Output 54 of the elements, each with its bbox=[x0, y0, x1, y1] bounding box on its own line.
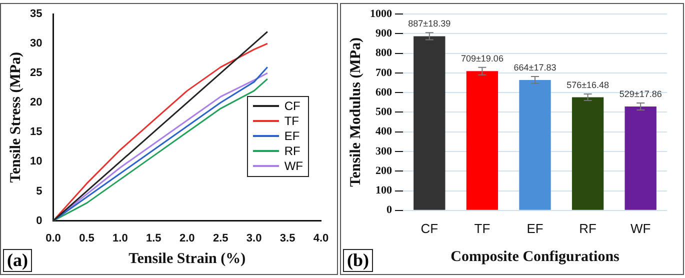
x-tick-label: TF bbox=[474, 220, 490, 236]
x-tick-label: 0.5 bbox=[79, 232, 94, 244]
y-tick-label: 600 bbox=[376, 86, 392, 98]
text: (b) bbox=[343, 249, 373, 272]
x-tick-label: 3.5 bbox=[280, 232, 296, 244]
data-label: 709±19.06 bbox=[460, 53, 504, 64]
bar bbox=[414, 36, 446, 210]
y-tick-label: 300 bbox=[376, 145, 392, 158]
data-label: 529±17.86 bbox=[619, 88, 662, 99]
x-tick-label: 3.0 bbox=[246, 232, 262, 244]
y-tick-label: 700 bbox=[376, 66, 392, 79]
data-label: 887±18.39 bbox=[408, 18, 451, 29]
x-tick-label: 1.0 bbox=[112, 232, 128, 244]
x-tick-label: 4.0 bbox=[313, 232, 329, 244]
legend-label: RF bbox=[284, 144, 300, 159]
y-axis-title: Tensile Modulus (MPa) bbox=[348, 37, 364, 187]
x-axis-title: Composite Configurations bbox=[450, 248, 620, 265]
data-label: 664±17.83 bbox=[514, 62, 556, 72]
bar bbox=[624, 106, 656, 210]
x-tick-label: 2.0 bbox=[179, 232, 195, 244]
y-tick-label: 15 bbox=[30, 126, 42, 138]
y-tick-label: 400 bbox=[376, 126, 392, 138]
y-tick-label: 30 bbox=[30, 38, 42, 50]
y-tick-label: 200 bbox=[376, 164, 392, 177]
text: (a) bbox=[3, 249, 32, 272]
y-axis-title: Tensile Stress (MPa) bbox=[8, 52, 24, 183]
legend-label: EF bbox=[284, 128, 300, 144]
x-axis-title: Tensile Strain (%) bbox=[128, 250, 246, 267]
y-tick-label: 1000 bbox=[370, 8, 392, 20]
legend-label: WF bbox=[284, 158, 303, 174]
y-tick-label: 35 bbox=[30, 8, 42, 20]
x-tick-label: WF bbox=[630, 220, 651, 236]
legend-label: CF bbox=[284, 98, 300, 114]
y-tick-label: 100 bbox=[376, 184, 392, 197]
x-tick-label: 2.5 bbox=[212, 232, 228, 244]
y-tick-label: 20 bbox=[30, 96, 42, 109]
x-tick-label: 1.5 bbox=[146, 232, 162, 244]
bar bbox=[572, 97, 604, 210]
y-tick-label: 800 bbox=[376, 47, 392, 60]
x-tick-label: EF bbox=[526, 220, 544, 236]
bar bbox=[466, 71, 498, 210]
x-tick-label: CF bbox=[420, 220, 438, 236]
y-tick-label: 10 bbox=[30, 156, 42, 168]
y-tick-label: 5 bbox=[36, 185, 42, 198]
x-tick-label: RF bbox=[579, 220, 597, 236]
y-tick-label: 25 bbox=[30, 67, 42, 80]
x-tick-label: 0.0 bbox=[46, 232, 61, 244]
y-tick-label: 0 bbox=[36, 214, 42, 227]
data-label: 576±16.48 bbox=[566, 80, 610, 90]
bar bbox=[519, 80, 551, 210]
y-tick-label: 900 bbox=[376, 27, 392, 40]
y-tick-label: 500 bbox=[376, 106, 392, 118]
y-tick-label: 0 bbox=[386, 204, 392, 216]
legend-label: TF bbox=[284, 114, 300, 129]
